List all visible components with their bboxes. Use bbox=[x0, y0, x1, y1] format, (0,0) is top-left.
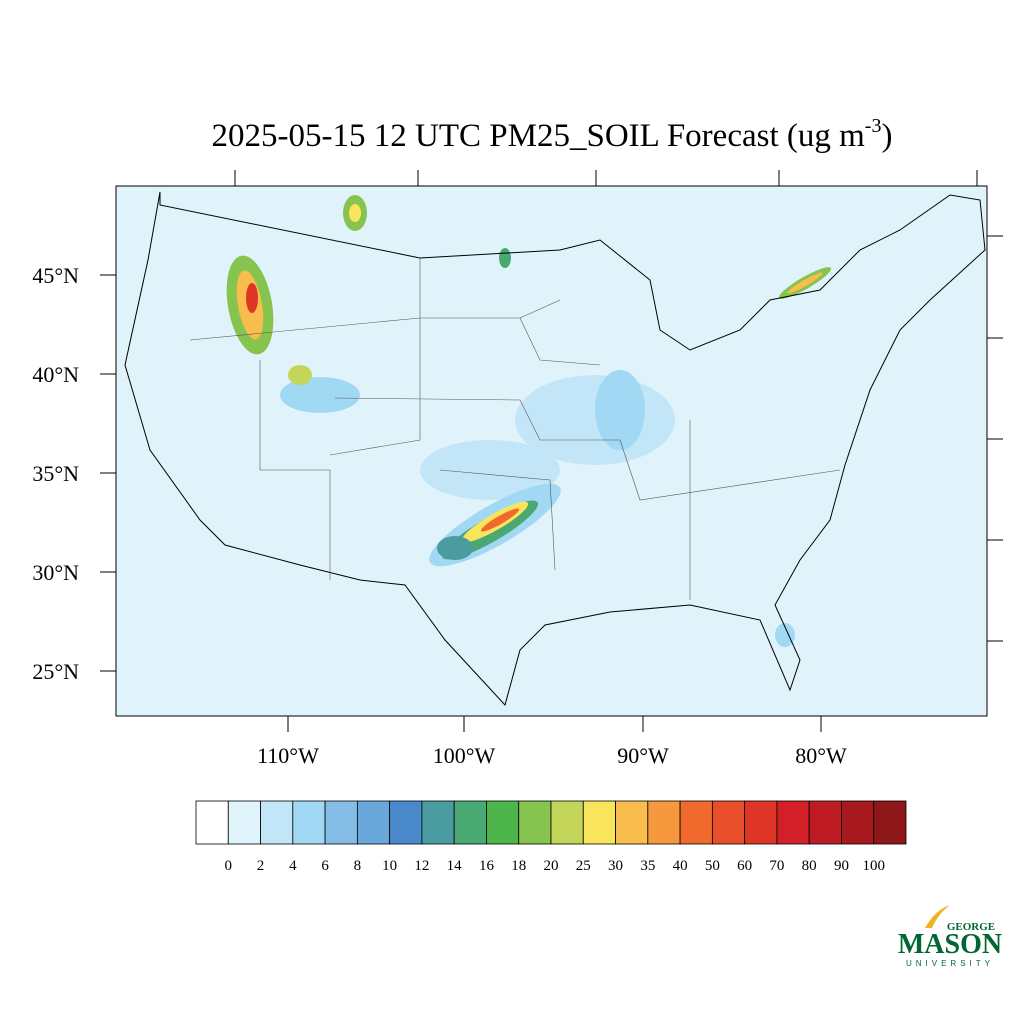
title-superscript: -3 bbox=[865, 115, 882, 137]
colorbar-label: 12 bbox=[414, 858, 429, 874]
colorbar-label: 80 bbox=[802, 858, 817, 874]
colorbar-label: 14 bbox=[447, 858, 463, 874]
colorbar-box bbox=[711, 800, 746, 845]
state-borders bbox=[189, 258, 841, 600]
lon-label: 80°W bbox=[795, 743, 847, 768]
colorbar-label: 40 bbox=[673, 858, 688, 874]
lon-label: 100°W bbox=[433, 743, 496, 768]
colorbar-box bbox=[679, 800, 713, 845]
logo-main: MASON bbox=[898, 929, 1002, 960]
axis-labels: 45°N 40°N 35°N 30°N 25°N 110°W 100°W 90°W 80°W bbox=[32, 263, 847, 768]
colorbar-box bbox=[776, 800, 810, 845]
colorbar-label: 4 bbox=[289, 858, 297, 874]
colorbar-label: 90 bbox=[834, 858, 849, 874]
lon-label: 90°W bbox=[617, 743, 669, 768]
colorbar-box bbox=[647, 800, 681, 845]
colorbar-box bbox=[744, 800, 778, 845]
colorbar-box bbox=[518, 800, 552, 845]
plumes bbox=[226, 195, 832, 647]
colorbar-box bbox=[260, 800, 294, 845]
axis-ticks bbox=[100, 170, 1003, 732]
colorbar-box bbox=[841, 800, 875, 845]
colorbar-label: 10 bbox=[382, 858, 397, 874]
colorbar-label: 35 bbox=[640, 858, 655, 874]
lat-label: 25°N bbox=[32, 659, 79, 684]
coastline bbox=[124, 191, 986, 707]
colorbar-box bbox=[421, 800, 455, 845]
colorbar-label: 100 bbox=[862, 858, 885, 874]
colorbar-label: 20 bbox=[544, 858, 559, 874]
colorbar-label: 8 bbox=[354, 858, 362, 874]
lat-label: 40°N bbox=[32, 362, 79, 387]
colorbar-label: 18 bbox=[511, 858, 526, 874]
logo: GEORGE MASON UNIVERSITY bbox=[898, 905, 1002, 968]
colorbar-label: 30 bbox=[608, 858, 623, 874]
logo-top: GEORGE bbox=[947, 921, 995, 933]
colorbar-label: 60 bbox=[737, 858, 752, 874]
logo-bottom: UNIVERSITY bbox=[906, 959, 994, 968]
colorbar-box bbox=[227, 800, 261, 845]
colorbar-label: 16 bbox=[479, 858, 495, 874]
colorbar-box bbox=[582, 800, 616, 845]
colorbar-box bbox=[389, 800, 423, 845]
colorbar-label: 25 bbox=[576, 858, 591, 874]
colorbar-box bbox=[292, 800, 326, 845]
colorbar-box bbox=[486, 800, 520, 845]
title-main: 2025-05-15 12 UTC PM25_SOIL Forecast (ug… bbox=[212, 118, 866, 154]
colorbar-box bbox=[324, 800, 358, 845]
colorbar-box bbox=[873, 800, 907, 845]
lat-label: 35°N bbox=[32, 461, 79, 486]
colorbar: 0 2 4 6 8 10 12 14 16 18 20 25 30 35 40 50 60 70 80 90 100 bbox=[195, 800, 907, 874]
colorbar-box bbox=[615, 800, 649, 845]
lat-label: 45°N bbox=[32, 263, 79, 288]
lat-label: 30°N bbox=[32, 560, 79, 585]
title-end: ) bbox=[881, 118, 892, 154]
lon-label: 110°W bbox=[257, 743, 319, 768]
colorbar-label: 70 bbox=[769, 858, 784, 874]
colorbar-label: 0 bbox=[225, 858, 233, 874]
colorbar-label: 6 bbox=[321, 858, 329, 874]
map bbox=[100, 170, 1003, 732]
colorbar-label: 2 bbox=[257, 858, 265, 874]
colorbar-label: 50 bbox=[705, 858, 720, 874]
title: 2025-05-15 12 UTC PM25_SOIL Forecast (ug… bbox=[212, 115, 893, 154]
colorbar-box bbox=[195, 800, 229, 845]
colorbar-box bbox=[808, 800, 842, 845]
colorbar-box bbox=[356, 800, 391, 845]
colorbar-box bbox=[550, 800, 584, 845]
colorbar-box bbox=[453, 800, 487, 845]
map-frame bbox=[115, 185, 988, 717]
